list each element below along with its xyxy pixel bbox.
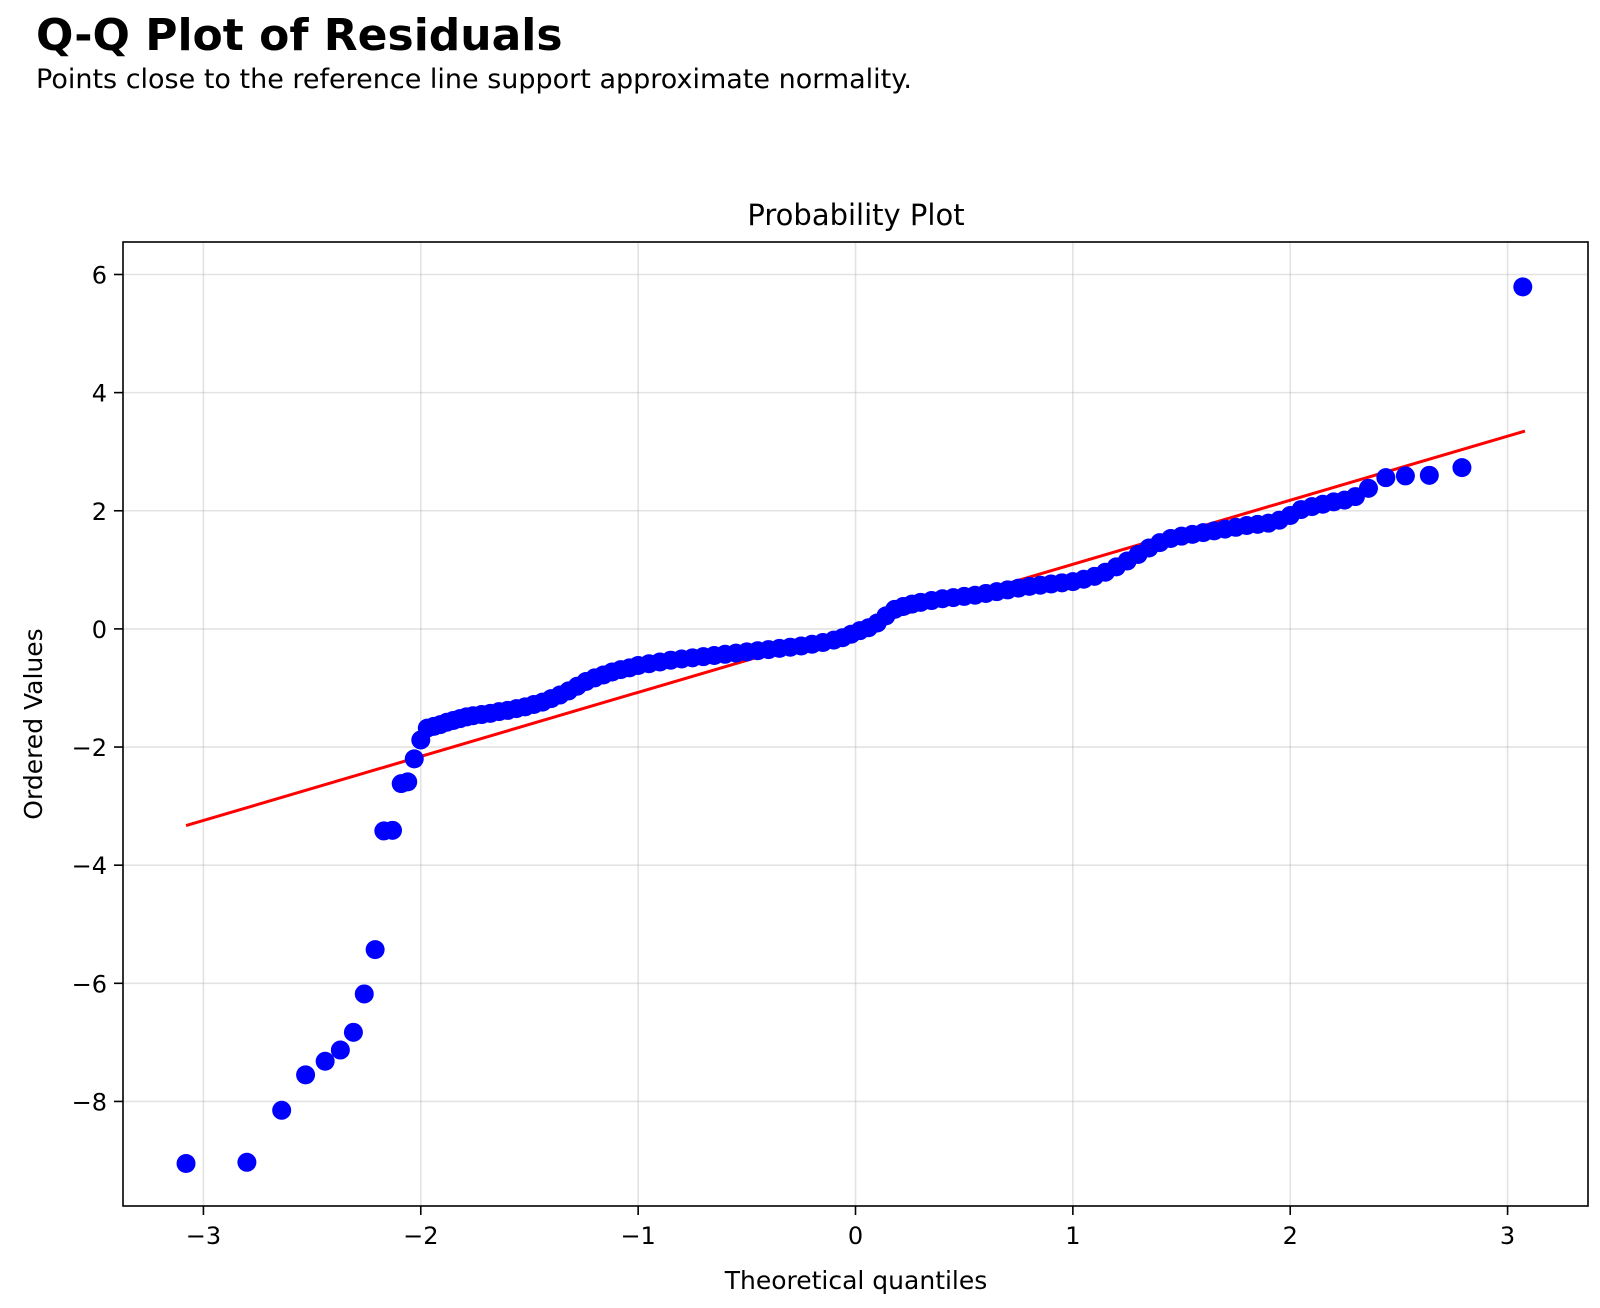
y-tick-label: 2 bbox=[92, 498, 107, 526]
y-tick-label: 6 bbox=[92, 261, 107, 289]
x-tick-label: 3 bbox=[1500, 1222, 1515, 1250]
data-point bbox=[296, 1065, 316, 1085]
data-point bbox=[1358, 478, 1378, 498]
data-point bbox=[237, 1152, 257, 1172]
x-tick-label: −3 bbox=[186, 1222, 221, 1250]
data-point bbox=[365, 940, 385, 960]
figure-title: Q-Q Plot of Residuals bbox=[36, 10, 563, 61]
data-point bbox=[315, 1051, 335, 1071]
data-point bbox=[1419, 465, 1439, 485]
data-point bbox=[272, 1100, 292, 1120]
figure-subtitle: Points close to the reference line suppo… bbox=[36, 64, 912, 95]
data-point bbox=[398, 772, 418, 792]
data-point bbox=[404, 749, 424, 769]
data-point bbox=[1452, 458, 1472, 478]
y-tick-label: 0 bbox=[92, 616, 107, 644]
x-tick-label: 1 bbox=[1065, 1222, 1080, 1250]
x-tick-label: −1 bbox=[620, 1222, 655, 1250]
x-axis-label: Theoretical quantiles bbox=[724, 1266, 988, 1295]
y-axis-label: Ordered Values bbox=[19, 628, 48, 819]
data-points bbox=[176, 277, 1533, 1173]
y-tick-label: −8 bbox=[72, 1088, 107, 1116]
data-point bbox=[383, 820, 403, 840]
x-tick-label: 2 bbox=[1283, 1222, 1298, 1250]
data-point bbox=[354, 984, 374, 1004]
x-tick-label: −2 bbox=[403, 1222, 438, 1250]
data-point bbox=[330, 1040, 350, 1060]
axis-ticks: −3 −2 −1 0 1 2 3 −8 −6 −4 −2 0 2 4 6 bbox=[72, 261, 1516, 1250]
data-point bbox=[176, 1153, 196, 1173]
x-tick-label: 0 bbox=[848, 1222, 863, 1250]
y-tick-label: −2 bbox=[72, 734, 107, 762]
data-point bbox=[1513, 277, 1533, 297]
data-point bbox=[1376, 468, 1396, 488]
y-tick-label: −4 bbox=[72, 852, 107, 880]
plot-title: Probability Plot bbox=[747, 198, 964, 232]
y-tick-label: 4 bbox=[92, 380, 107, 408]
grid-lines bbox=[123, 242, 1588, 1206]
data-point bbox=[343, 1022, 363, 1042]
y-tick-label: −6 bbox=[72, 970, 107, 998]
data-point bbox=[1395, 466, 1415, 486]
